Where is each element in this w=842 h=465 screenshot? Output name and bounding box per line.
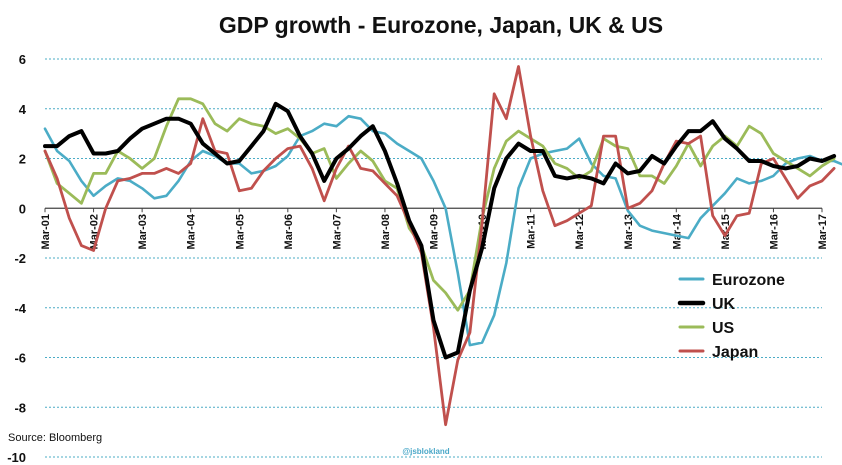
author-credit: @jsblokland [402, 447, 449, 456]
x-tick-label: Mar-06 [283, 214, 295, 249]
x-axis-ticks: Mar-01 Mar-02 Mar-03 Mar-04 Mar-05 Mar-06 Mar-… [40, 208, 829, 249]
x-tick-label: Mar-05 [234, 214, 246, 249]
legend-label: Eurozone [712, 272, 785, 289]
legend: Eurozone UK US Japan [677, 272, 785, 361]
y-tick-label: -4 [14, 301, 26, 316]
y-tick-label: -8 [14, 400, 26, 415]
x-tick-label: Mar-04 [186, 213, 198, 249]
x-tick-label: Mar-01 [40, 214, 52, 249]
series-line-uk [43, 101, 837, 360]
y-tick-label: 6 [19, 52, 26, 67]
y-axis-ticks: -10 -8 -6 -4 -2 0 2 4 6 [7, 52, 27, 465]
y-tick-label: 4 [19, 102, 27, 117]
x-tick-label: Mar-17 [817, 214, 829, 249]
legend-label: US [712, 320, 735, 337]
series-line-japan [43, 65, 836, 427]
chart-title: GDP growth - Eurozone, Japan, UK & US [219, 12, 663, 38]
y-tick-label: 0 [19, 201, 26, 216]
x-tick-label: Mar-16 [768, 214, 780, 249]
y-tick-label: -6 [14, 351, 26, 366]
legend-label: Japan [712, 344, 758, 361]
series-line-us [43, 97, 836, 312]
x-tick-label: Mar-03 [137, 214, 149, 249]
y-tick-label: 2 [19, 152, 26, 167]
x-tick-label: Mar-09 [429, 214, 441, 249]
legend-label: UK [712, 296, 736, 313]
x-tick-label: Mar-07 [331, 214, 343, 249]
source-note: Source: Bloomberg [8, 432, 102, 444]
series-lines [43, 65, 842, 427]
x-tick-label: Mar-13 [623, 214, 635, 249]
x-tick-label: Mar-14 [671, 213, 683, 249]
series-line-eurozone [43, 114, 842, 347]
y-tick-label: -10 [7, 450, 26, 465]
x-tick-label: Mar-12 [574, 214, 586, 249]
y-tick-label: -2 [14, 251, 26, 266]
x-tick-label: Mar-11 [526, 214, 538, 249]
x-tick-label: Mar-08 [380, 214, 392, 249]
